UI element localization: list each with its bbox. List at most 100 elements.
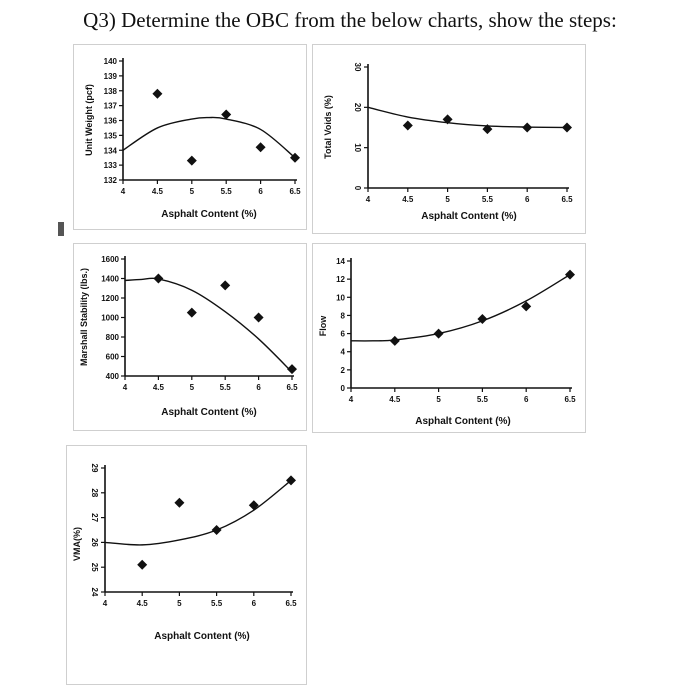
data-point [290, 152, 300, 163]
y-tick-label: 27 [90, 513, 99, 522]
x-tick-label: 4.5 [152, 187, 164, 196]
chart-flow: 0 2 4 6 8 10 12 14 4 4.5 5 5.5 6 6.5 Asphalt Content (… [312, 243, 586, 433]
x-tick-label: 4.5 [389, 395, 401, 404]
y-tick-label: 29 [90, 464, 99, 473]
y-tick-label: 1400 [101, 275, 119, 284]
data-point [565, 269, 575, 280]
data-point [433, 328, 444, 339]
y-tick-label: 10 [353, 143, 362, 152]
y-tick-label: 8 [341, 311, 346, 320]
fitted-curve [104, 479, 292, 546]
question-text: Q3) Determine the OBC from the below cha… [83, 8, 617, 32]
x-axis-title: Asphalt Content (%) [161, 407, 257, 418]
x-tick-label: 6 [524, 395, 529, 404]
data-point [389, 335, 400, 346]
data-point [220, 280, 231, 291]
data-point [152, 88, 163, 99]
data-point [253, 312, 264, 323]
x-tick-label: 6 [256, 383, 261, 392]
fitted-curve [122, 116, 296, 159]
x-axis-title: Asphalt Content (%) [161, 209, 257, 220]
y-tick-label: 800 [106, 333, 120, 342]
y-tick-label: 26 [90, 538, 99, 547]
x-tick-label: 4 [121, 187, 126, 196]
x-tick-label: 6 [258, 187, 263, 196]
y-tick-label: 136 [104, 117, 118, 126]
x-tick-label: 4 [366, 195, 371, 204]
data-point [186, 307, 197, 318]
data-point [522, 122, 533, 133]
y-axis-title: Unit Weight (pcf) [84, 84, 94, 156]
y-axis-title: Marshall Stability (lbs.) [79, 268, 89, 366]
chart-svg-unit-weight: 132 133 134 135 136 137 138 139 140 4 4.5 5 5.5 6 6.5 A… [84, 57, 301, 220]
y-tick-label: 0 [341, 384, 346, 393]
y-tick-label: 1600 [101, 255, 119, 264]
x-axis-title: Asphalt Content (%) [415, 416, 511, 427]
x-tick-label: 5 [436, 395, 441, 404]
data-point [287, 364, 297, 375]
y-tick-label: 0 [353, 186, 362, 191]
x-tick-label: 5.5 [220, 383, 232, 392]
chart-svg-marshall-stability: 400 600 800 1000 1200 1400 1600 4 4.5 5 5.5 6 6.5 Asp… [79, 255, 298, 418]
y-tick-label: 137 [104, 102, 118, 111]
y-tick-label: 132 [104, 176, 118, 185]
x-tick-label: 5.5 [211, 599, 223, 608]
y-tick-label: 10 [336, 293, 345, 302]
y-tick-label: 28 [90, 488, 99, 497]
data-point [174, 497, 185, 508]
data-point [186, 155, 197, 166]
x-tick-label: 5 [190, 187, 195, 196]
y-tick-label: 14 [336, 257, 345, 266]
x-axis-title: Asphalt Content (%) [421, 211, 517, 222]
y-tick-label: 24 [90, 588, 99, 597]
fitted-curve [350, 274, 571, 342]
y-axis-title: VMA(%) [72, 527, 82, 561]
y-tick-label: 134 [104, 146, 118, 155]
x-tick-label: 4 [123, 383, 128, 392]
chart-unit-weight: 132 133 134 135 136 137 138 139 140 4 4.5 5 5.5 6 6.5 A… [73, 44, 307, 230]
data-point [221, 109, 232, 120]
chart-total-voids: 0 10 20 30 4 4.5 5 5.5 6 6.5 Asphalt Content (%) To… [312, 44, 586, 234]
x-tick-label: 4 [103, 599, 108, 608]
x-tick-label: 5 [177, 599, 182, 608]
x-tick-label: 6 [252, 599, 257, 608]
x-tick-label: 4 [349, 395, 354, 404]
data-point [477, 314, 488, 325]
x-tick-label: 5.5 [477, 395, 489, 404]
x-tick-label: 5.5 [482, 195, 494, 204]
y-tick-label: 140 [104, 57, 118, 66]
y-tick-label: 135 [104, 131, 118, 140]
y-axis-title: Flow [318, 315, 328, 336]
y-tick-label: 400 [106, 372, 120, 381]
y-tick-label: 138 [104, 87, 118, 96]
y-tick-label: 12 [336, 275, 345, 284]
x-axis-title: Asphalt Content (%) [154, 631, 250, 642]
fitted-curve [367, 106, 568, 129]
data-point [255, 142, 266, 153]
y-tick-label: 30 [353, 63, 362, 72]
y-tick-label: 1000 [101, 314, 119, 323]
chart-vma: 24 25 26 27 28 29 4 4.5 5 5.5 6 6.5 Asphalt Content … [66, 445, 307, 685]
data-point [211, 525, 222, 535]
y-tick-label: 25 [90, 563, 99, 572]
data-point [562, 122, 572, 133]
x-tick-label: 6.5 [561, 195, 573, 204]
y-tick-label: 2 [341, 366, 346, 375]
x-tick-label: 6.5 [285, 599, 297, 608]
x-tick-label: 4.5 [137, 599, 149, 608]
y-tick-label: 133 [104, 161, 118, 170]
data-point [402, 120, 413, 131]
x-tick-label: 4.5 [153, 383, 165, 392]
chart-svg-flow: 0 2 4 6 8 10 12 14 4 4.5 5 5.5 6 6.5 Asphalt Content (… [318, 257, 576, 427]
x-tick-label: 6.5 [286, 383, 298, 392]
data-point [482, 124, 493, 135]
y-tick-label: 1200 [101, 294, 119, 303]
x-tick-label: 5 [190, 383, 195, 392]
data-point [286, 475, 296, 486]
x-tick-label: 4.5 [402, 195, 414, 204]
chart-svg-vma: 24 25 26 27 28 29 4 4.5 5 5.5 6 6.5 Asphalt Content … [72, 464, 297, 642]
y-tick-label: 4 [341, 348, 346, 357]
fitted-curve [124, 277, 293, 373]
chart-svg-total-voids: 0 10 20 30 4 4.5 5 5.5 6 6.5 Asphalt Content (%) To… [323, 63, 573, 222]
data-point [442, 114, 453, 125]
